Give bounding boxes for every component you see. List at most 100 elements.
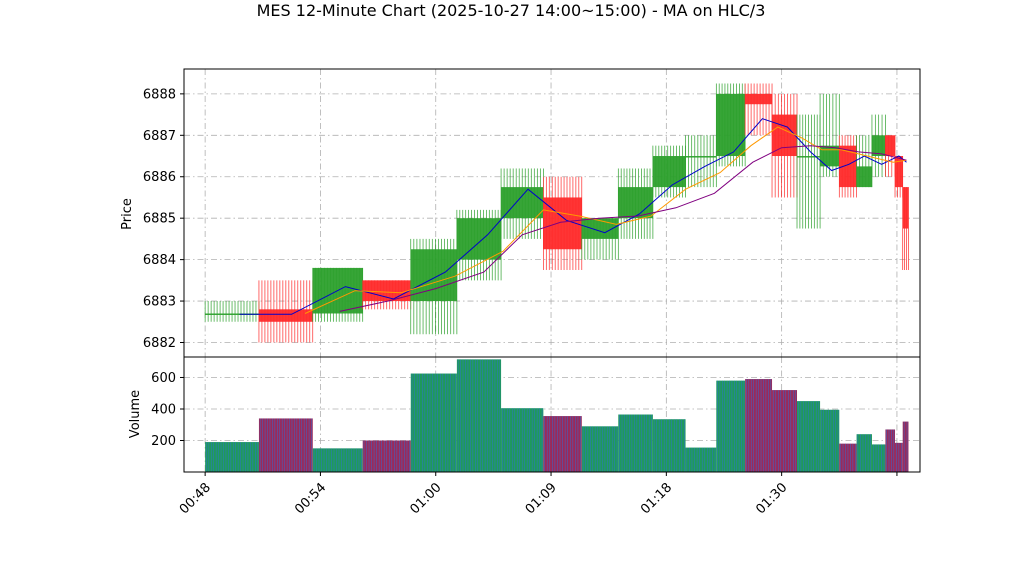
candle (715, 83, 746, 167)
candle-body (410, 249, 457, 302)
candle-body (902, 187, 909, 229)
moving-average-lines (239, 118, 907, 315)
candle-body (652, 156, 686, 188)
candle-body (501, 187, 544, 219)
candle (617, 168, 654, 239)
volume-bar-body (772, 390, 798, 472)
ma_mid-line (304, 126, 907, 314)
volume-bar (456, 359, 502, 472)
volume-y-ticks: 200 400 600 (151, 371, 184, 449)
volume-axes-frame (183, 356, 921, 473)
candle (871, 114, 886, 177)
volume-bar-body (410, 373, 457, 472)
ma_fast-line (239, 118, 907, 315)
candle-body (856, 166, 872, 188)
candle-body (618, 187, 653, 219)
candle-body (456, 218, 502, 260)
volume-bar (685, 447, 717, 472)
volume-bar-body (885, 429, 896, 472)
volume-bar (839, 443, 857, 472)
volume-bar-body (902, 421, 909, 472)
candle (856, 135, 873, 188)
candle (204, 301, 260, 322)
x-tick-label: 01:18 (638, 480, 675, 517)
candle-body (745, 93, 773, 105)
volume-bar (652, 419, 686, 472)
price-tick-label: 6885 (143, 212, 176, 227)
price-tick-label: 6882 (143, 336, 176, 351)
price-candles (204, 83, 909, 343)
candle (652, 145, 686, 198)
candle (258, 280, 314, 343)
candle (902, 187, 909, 270)
candle (744, 83, 773, 136)
x-tick-label: 01:00 (407, 480, 444, 517)
candle-body (258, 309, 313, 322)
candle-body (820, 145, 840, 167)
candle-body (205, 313, 259, 315)
volume-bar (543, 416, 582, 472)
volume-bars (205, 359, 909, 472)
volume-bar (856, 434, 872, 472)
volume-bar (618, 414, 653, 472)
volume-bar-body (820, 409, 840, 472)
volume-bar-body (716, 380, 746, 472)
price-tick-label: 6884 (143, 253, 176, 268)
x-tick-label: 00:48 (177, 480, 214, 517)
candle (838, 135, 857, 198)
volume-panel: 200 400 600 Volume (128, 356, 921, 473)
volume-bar (871, 444, 886, 472)
volume-bar-body (312, 448, 363, 472)
volume-bar (581, 426, 619, 472)
candle-body (716, 93, 746, 157)
volume-bar-body (856, 434, 872, 472)
volume-bar (745, 379, 773, 472)
volume-bar (885, 429, 896, 472)
volume-axis-label: Volume (128, 390, 143, 438)
volume-bar (716, 380, 746, 472)
volume-bar-body (685, 447, 717, 472)
candle-body (362, 280, 411, 302)
price-tick-label: 6887 (143, 129, 176, 144)
x-tick-label: 00:54 (292, 480, 329, 517)
volume-bar (902, 421, 909, 472)
candle (581, 218, 619, 260)
price-tick-label: 6886 (143, 170, 176, 185)
candle (500, 168, 544, 239)
candle (771, 93, 798, 198)
candle-body (685, 156, 717, 158)
candle-body (895, 156, 903, 188)
chart-title: MES 12-Minute Chart (2025-10-27 14:00~15… (257, 1, 766, 20)
price-y-ticks: 6882 6883 6884 6885 6886 6887 6888 (143, 87, 184, 351)
volume-tick-label: 400 (151, 402, 176, 417)
volume-bar (205, 442, 259, 472)
volume-bar (797, 401, 821, 472)
volume-bar (312, 448, 363, 472)
candle (819, 93, 840, 177)
price-axis-label: Price (120, 198, 135, 230)
candle-body (871, 135, 886, 157)
candle-body (839, 145, 857, 188)
candle (685, 135, 717, 188)
volume-bar-body (618, 414, 653, 472)
x-axis-ticks: 00:48 00:54 01:00 01:09 01:18 01:30 (177, 472, 898, 517)
candle-body (797, 156, 821, 158)
x-tick-label: 01:30 (753, 480, 790, 517)
volume-bar (362, 440, 411, 472)
volume-bar (501, 408, 544, 472)
price-tick-label: 6883 (143, 295, 176, 310)
volume-tick-label: 600 (151, 371, 176, 386)
candle-body (885, 135, 896, 157)
volume-bar-body (205, 442, 259, 472)
volume-bar (772, 390, 798, 472)
candle (456, 209, 502, 281)
volume-tick-label: 200 (151, 434, 176, 449)
volume-bar-body (456, 359, 502, 472)
volume-bar-body (258, 418, 313, 472)
ma_slow-line (339, 145, 907, 312)
x-tick-label: 01:09 (523, 480, 560, 517)
candle (796, 114, 821, 229)
volume-bar (820, 409, 840, 472)
candle-body (581, 218, 619, 239)
